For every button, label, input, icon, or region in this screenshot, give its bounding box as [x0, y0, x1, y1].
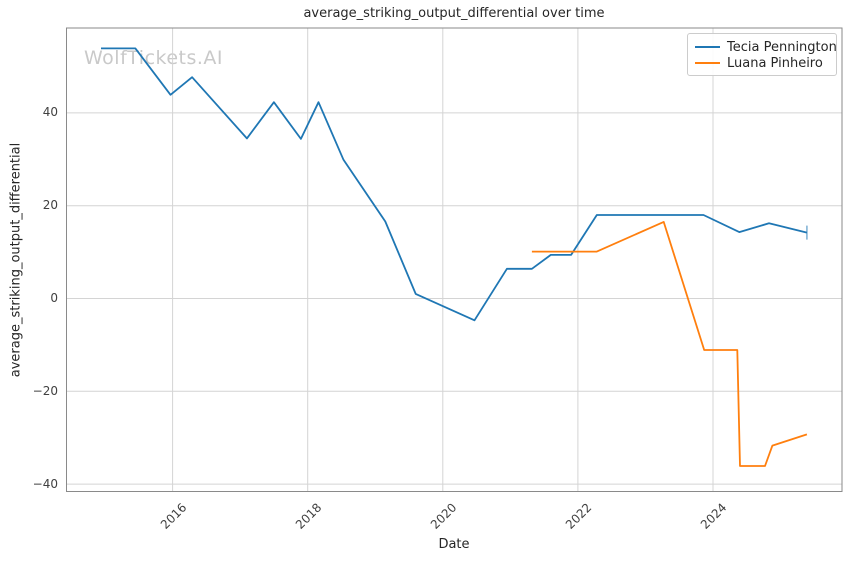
series-line-1: [531, 220, 808, 467]
y-tick-label: 40: [42, 105, 58, 119]
watermark: WolfTickets.AI: [84, 47, 224, 69]
series-line-0: [101, 47, 808, 322]
legend-label: Tecia Pennington: [727, 39, 837, 55]
legend-line-swatch: [695, 46, 720, 48]
y-tick-label: 0: [50, 291, 58, 305]
chart-title: average_striking_output_differential ove…: [303, 6, 605, 21]
y-tick-label: 20: [42, 198, 58, 212]
y-tick-label: −20: [32, 384, 58, 398]
y-tick-label: −40: [32, 477, 58, 491]
legend: Tecia Pennington Luana Pinheiro: [687, 33, 837, 76]
legend-label: Luana Pinheiro: [727, 55, 823, 71]
legend-entry: Luana Pinheiro: [695, 55, 828, 71]
plot-border: [66, 27, 843, 492]
legend-line-swatch: [695, 62, 720, 64]
legend-entry: Tecia Pennington: [695, 39, 837, 55]
x-axis-label: Date: [438, 537, 470, 552]
